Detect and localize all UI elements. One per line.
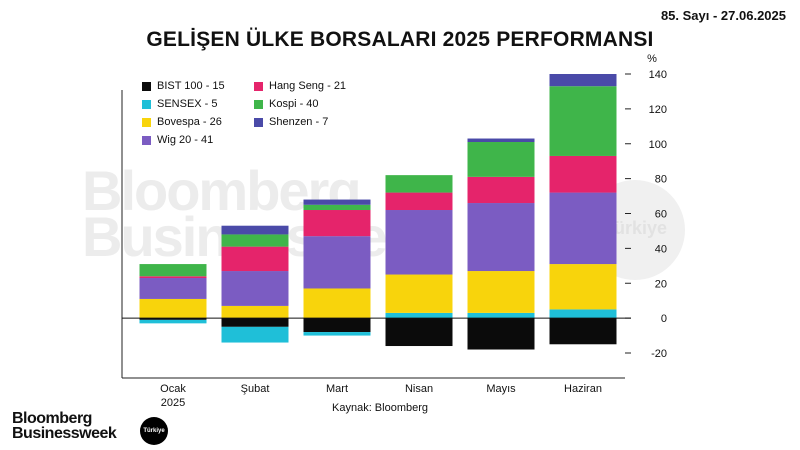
bar-segment-kospi <box>385 175 453 193</box>
x-tick-label: 2025 <box>161 397 185 409</box>
bar-segment-kospi <box>303 204 371 211</box>
issue-label: 85. Sayı - 27.06.2025 <box>660 8 786 23</box>
bar-segment-sensex <box>385 312 453 319</box>
legend-swatch <box>142 117 151 127</box>
bar-segment-hang-seng <box>385 192 453 211</box>
bar-segment-bist-100 <box>139 318 207 320</box>
bar-segment-hang-seng <box>549 155 617 193</box>
x-tick-label: Mayıs <box>486 383 516 395</box>
bar-segment-bist-100 <box>385 318 453 347</box>
bar-segment-bovespa <box>385 274 453 313</box>
x-tick-label: Mart <box>326 383 348 395</box>
bar-segment-sensex <box>221 326 289 343</box>
chart-source: Kaynak: Bloomberg <box>332 402 428 414</box>
legend-swatch <box>142 99 151 109</box>
legend-swatch <box>254 99 263 109</box>
bar-segment-hang-seng <box>303 210 371 237</box>
legend-item: BIST 100 - 15 <box>142 80 254 92</box>
x-tick-label: Nisan <box>405 383 433 395</box>
bar-segment-bovespa <box>467 271 535 313</box>
y-tick-label: 80 <box>655 174 667 186</box>
bar-segment-wig-20 <box>549 192 617 265</box>
y-tick-label: -20 <box>651 348 667 360</box>
x-tick-label: Şubat <box>241 383 270 395</box>
bar-segment-kospi <box>221 234 289 247</box>
bar-segment-shenzen <box>221 225 289 235</box>
y-tick-label: 140 <box>649 69 667 81</box>
legend-item: SENSEX - 5 <box>142 98 254 110</box>
logo-line-1: Bloomberg <box>12 410 92 427</box>
bar-segment-sensex <box>139 319 207 324</box>
legend-item: Hang Seng - 21 <box>254 80 372 92</box>
legend-label: Bovespa - 26 <box>157 116 222 128</box>
legend-swatch <box>142 81 151 91</box>
y-tick-label: 60 <box>655 209 667 221</box>
bar-segment-shenzen <box>467 138 535 143</box>
legend-item: Shenzen - 7 <box>254 116 372 128</box>
bar-segment-shenzen <box>549 74 617 87</box>
legend-label: SENSEX - 5 <box>157 98 218 110</box>
legend-swatch <box>142 135 151 145</box>
legend-item: Wig 20 - 41 <box>142 134 254 146</box>
bar-segment-hang-seng <box>221 246 289 272</box>
legend-label: Hang Seng - 21 <box>269 80 347 92</box>
bar-segment-wig-20 <box>139 278 207 299</box>
y-tick-label: 100 <box>649 139 667 151</box>
bar-segment-hang-seng <box>467 176 535 204</box>
y-tick-label: 40 <box>655 243 667 255</box>
x-tick-label: Ocak <box>160 383 186 395</box>
y-tick-label: 120 <box>649 104 667 116</box>
bar-segment-bovespa <box>549 264 617 310</box>
bar-segment-kospi <box>467 142 535 177</box>
bar-segment-bist-100 <box>303 318 371 333</box>
bar-segment-wig-20 <box>303 236 371 289</box>
bar-segment-hang-seng <box>139 276 207 279</box>
legend-swatch <box>254 81 263 91</box>
bar-segment-sensex <box>549 309 617 319</box>
y-tick-label: 0 <box>661 313 667 325</box>
bar-segment-wig-20 <box>385 210 453 275</box>
watermark-badge-text: Türkiye <box>602 218 668 238</box>
bar-segment-bist-100 <box>467 318 535 350</box>
bar-segment-sensex <box>467 312 535 319</box>
logo-line-2: Businessweek <box>12 425 117 442</box>
chart-title: GELİŞEN ÜLKE BORSALARI 2025 PERFORMANSI <box>146 28 654 51</box>
bar-segment-sensex <box>303 332 371 336</box>
bar-segment-shenzen <box>303 199 371 205</box>
bar-segment-bovespa <box>221 305 289 319</box>
legend-label: Wig 20 - 41 <box>157 134 214 146</box>
legend-item: Kospi - 40 <box>254 98 372 110</box>
y-tick-label: 20 <box>655 278 667 290</box>
bloomberg-businessweek-logo: Bloomberg Businessweek <box>12 410 117 442</box>
bar-segment-wig-20 <box>467 203 535 272</box>
legend-item: Bovespa - 26 <box>142 116 254 128</box>
turkiye-badge: Türkiye <box>140 417 168 445</box>
chart-legend: BIST 100 - 15 Hang Seng - 21 SENSEX - 5 Kos… <box>142 80 372 146</box>
bar-segment-kospi <box>549 86 617 156</box>
x-tick-label: Haziran <box>564 383 602 395</box>
bar-segment-wig-20 <box>221 271 289 306</box>
legend-swatch <box>254 117 263 127</box>
legend-label: BIST 100 - 15 <box>157 80 225 92</box>
legend-label: Shenzen - 7 <box>269 116 329 128</box>
bar-segment-bovespa <box>303 288 371 319</box>
legend-label: Kospi - 40 <box>269 98 319 110</box>
bar-segment-bovespa <box>139 298 207 319</box>
bar-segment-kospi <box>139 264 207 277</box>
y-axis-unit-label: % <box>647 53 657 65</box>
bar-segment-bist-100 <box>549 318 617 345</box>
bar-segment-bist-100 <box>221 318 289 327</box>
